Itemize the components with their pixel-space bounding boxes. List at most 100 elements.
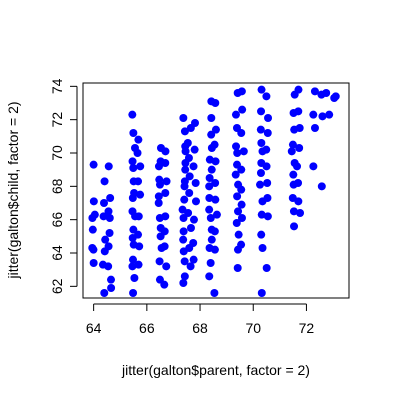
data-point <box>128 111 136 119</box>
data-point <box>205 272 213 280</box>
data-point <box>330 94 338 102</box>
data-point <box>106 214 114 222</box>
data-point <box>189 239 197 247</box>
data-point <box>295 144 303 152</box>
data-point <box>161 242 169 250</box>
x-axis-label: jitter(galton$parent, factor = 2) <box>121 362 310 378</box>
data-point <box>237 129 245 137</box>
data-point <box>238 87 246 95</box>
data-point <box>184 209 192 217</box>
data-point <box>258 289 266 297</box>
data-point <box>161 159 169 167</box>
data-point <box>106 194 114 202</box>
data-point <box>129 194 137 202</box>
data-point <box>264 114 272 122</box>
data-point <box>309 111 317 119</box>
data-point <box>88 244 96 252</box>
data-point <box>130 274 138 282</box>
data-point <box>192 179 200 187</box>
x-axis: 64 66 68 70 72 <box>86 304 315 336</box>
data-point <box>136 191 144 199</box>
data-point <box>191 119 199 127</box>
data-point <box>105 207 113 215</box>
x-tick-label: 68 <box>192 320 208 336</box>
data-point <box>211 227 219 235</box>
data-point <box>161 147 169 155</box>
data-point <box>211 179 219 187</box>
data-point <box>190 256 198 264</box>
data-point <box>296 124 304 132</box>
data-point <box>309 162 317 170</box>
data-point <box>163 177 171 185</box>
data-point <box>211 141 219 149</box>
data-point <box>263 162 271 170</box>
data-point <box>160 281 168 289</box>
data-point <box>262 146 270 154</box>
data-point <box>237 241 245 249</box>
data-point <box>89 226 97 234</box>
data-point <box>235 231 243 239</box>
data-point <box>257 139 265 147</box>
y-tick-label: 74 <box>49 78 65 94</box>
data-point <box>211 246 219 254</box>
y-tick-label: 64 <box>49 245 65 261</box>
data-point <box>258 86 266 94</box>
data-point <box>181 182 189 190</box>
x-tick-label: 66 <box>139 320 155 336</box>
data-point <box>91 211 99 219</box>
data-point <box>210 289 218 297</box>
data-point <box>294 197 302 205</box>
y-tick-label: 68 <box>49 178 65 194</box>
data-point <box>186 172 194 180</box>
data-point <box>90 259 98 267</box>
data-point <box>264 129 272 137</box>
data-point <box>211 196 219 204</box>
data-point <box>233 192 241 200</box>
data-point <box>129 289 137 297</box>
data-point <box>238 214 246 222</box>
data-point <box>107 284 115 292</box>
data-point <box>100 289 108 297</box>
data-point <box>134 149 142 157</box>
data-point <box>263 264 271 272</box>
y-tick-label: 62 <box>49 278 65 294</box>
data-point <box>136 162 144 170</box>
data-point <box>237 166 245 174</box>
data-point <box>191 146 199 154</box>
data-point <box>294 86 302 94</box>
y-tick-label: 72 <box>49 112 65 128</box>
data-point <box>208 166 216 174</box>
data-point <box>208 236 216 244</box>
data-point <box>232 142 240 150</box>
data-point <box>135 261 143 269</box>
data-point <box>311 124 319 132</box>
data-point <box>185 189 193 197</box>
data-point <box>101 177 109 185</box>
data-point <box>257 126 265 134</box>
data-point <box>155 199 163 207</box>
data-point <box>257 107 265 115</box>
data-point <box>187 224 195 232</box>
x-tick-label: 72 <box>299 320 315 336</box>
data-point <box>257 231 265 239</box>
data-point <box>190 216 198 224</box>
data-point <box>264 212 272 220</box>
data-point <box>156 257 164 265</box>
x-tick-label: 70 <box>245 320 261 336</box>
data-point <box>129 129 137 137</box>
data-point <box>213 211 221 219</box>
data-point <box>184 139 192 147</box>
data-point <box>107 276 115 284</box>
data-point <box>161 212 169 220</box>
data-points <box>88 86 339 297</box>
data-point <box>289 171 297 179</box>
data-point <box>318 112 326 120</box>
data-point <box>161 227 169 235</box>
data-point <box>290 222 298 230</box>
x-tick-label: 64 <box>86 320 102 336</box>
data-point <box>179 279 187 287</box>
data-point <box>104 262 112 270</box>
data-point <box>192 197 200 205</box>
data-point <box>105 162 113 170</box>
data-point <box>318 182 326 190</box>
